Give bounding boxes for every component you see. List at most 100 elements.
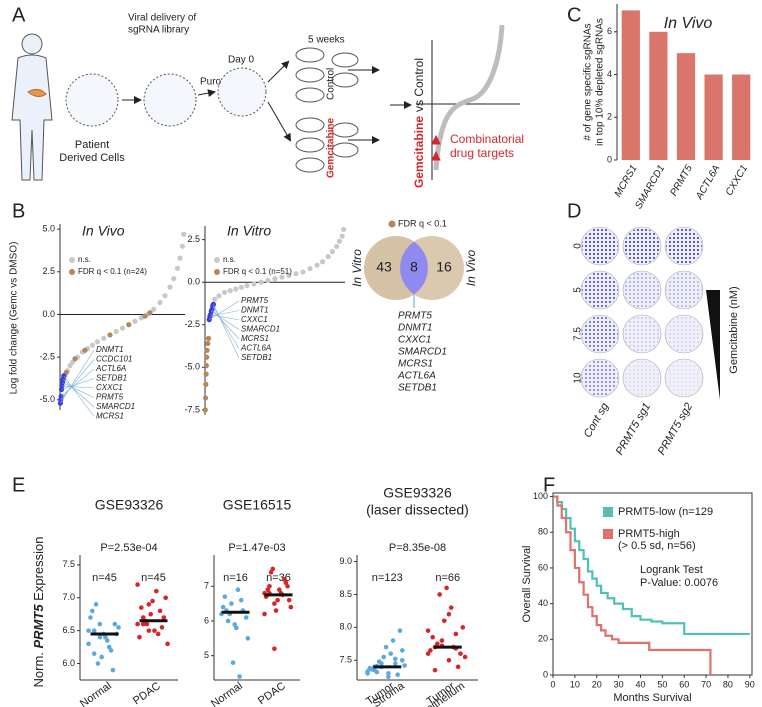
label: Patient xyxy=(75,139,109,151)
legend-swatch xyxy=(69,269,75,275)
point xyxy=(147,310,153,316)
point xyxy=(428,648,433,653)
point xyxy=(283,580,289,586)
label: Combinatorial xyxy=(450,132,524,146)
point xyxy=(99,654,104,660)
point xyxy=(367,666,373,672)
colonies xyxy=(624,360,660,396)
y-tick-label: 100 xyxy=(533,491,548,501)
point xyxy=(105,638,110,643)
y-tick-label: 7.5 xyxy=(62,559,75,569)
point xyxy=(155,631,161,637)
y-tick-label: -7.5 xyxy=(184,404,200,414)
point xyxy=(94,339,101,345)
title: In Vivo xyxy=(82,223,125,239)
x-tick-label: 40 xyxy=(635,679,645,689)
axis-label: # of gene specific sgRNAs xyxy=(583,23,594,140)
point xyxy=(425,651,431,656)
leader-line xyxy=(60,359,95,400)
colonies xyxy=(582,228,618,264)
point xyxy=(325,254,331,260)
point xyxy=(320,259,326,265)
annotation: n=16 xyxy=(223,572,248,584)
point xyxy=(86,628,91,633)
point xyxy=(204,354,210,360)
leader-line xyxy=(213,304,240,359)
y-tick-label: -2.5 xyxy=(39,351,55,361)
gene-label: SETDB1 xyxy=(398,383,437,394)
gene-label: MCRS1 xyxy=(241,334,269,343)
point xyxy=(314,262,320,268)
legend-swatch xyxy=(214,269,220,275)
y-tick-label: 60 xyxy=(538,562,548,572)
point xyxy=(167,284,173,290)
gene-label: PRMT5 xyxy=(96,393,124,402)
point xyxy=(227,288,233,294)
y-tick-label: 2 xyxy=(607,112,612,122)
legend-label: n.s. xyxy=(78,255,91,264)
x-tick-label: PDAC xyxy=(131,680,163,707)
point xyxy=(444,585,449,591)
label: Gemcitabine xyxy=(412,116,426,188)
colonies xyxy=(666,272,702,308)
point xyxy=(205,335,212,341)
annotation: In Vivo xyxy=(664,15,713,32)
x-tick-label: 80 xyxy=(723,679,733,689)
point xyxy=(265,587,271,593)
x-tick-label: PDAC xyxy=(256,680,288,707)
point xyxy=(300,269,306,275)
x-tick-label: 90 xyxy=(745,679,755,689)
point xyxy=(390,638,396,643)
point xyxy=(238,284,244,290)
dose-label: 5 xyxy=(573,287,584,293)
point xyxy=(205,340,211,347)
sample-label: PRMT5 sg2 xyxy=(656,401,695,457)
point xyxy=(238,597,244,603)
point xyxy=(97,621,103,627)
axis-label-part: Norm. xyxy=(31,648,46,687)
y-tick-label: 7.5 xyxy=(339,655,352,665)
axis-label: Months Survival xyxy=(613,692,691,704)
gene-label: MCRS1 xyxy=(96,412,124,421)
point xyxy=(157,299,163,306)
title: (laser dissected) xyxy=(366,502,469,518)
point xyxy=(273,608,279,613)
point xyxy=(146,602,152,607)
leader-line xyxy=(210,314,240,321)
point xyxy=(262,611,267,617)
point xyxy=(277,587,282,593)
x-tick-label: CXXC1 xyxy=(724,163,750,197)
title: In Vitro xyxy=(227,223,271,239)
colonies xyxy=(624,228,660,264)
bar xyxy=(704,74,723,160)
dose-wedge xyxy=(706,290,720,400)
bar xyxy=(649,31,668,160)
point xyxy=(399,657,405,663)
x-tick-label: 70 xyxy=(701,679,711,689)
point xyxy=(245,636,251,641)
annotation: P-Value: 0.0076 xyxy=(640,577,718,589)
axis-label: in top 10% depleted sgRNAs xyxy=(595,18,606,146)
point xyxy=(177,255,183,261)
label: drug targets xyxy=(450,146,514,160)
colonies xyxy=(666,360,702,396)
point xyxy=(146,628,152,633)
point xyxy=(251,281,257,287)
axis-label: Gemcitabine (nM) xyxy=(728,286,740,373)
bar xyxy=(621,10,640,160)
point xyxy=(165,641,170,647)
point xyxy=(222,289,228,296)
axis-label-part: Expression xyxy=(31,537,46,605)
point xyxy=(220,604,226,610)
y-tick-label: 0 xyxy=(543,669,548,679)
point xyxy=(91,651,97,656)
point xyxy=(446,611,452,617)
point xyxy=(202,407,208,413)
point xyxy=(265,277,271,284)
leader-line xyxy=(211,309,240,340)
y-tick-label: -5.0 xyxy=(184,362,200,372)
legend-swatch xyxy=(214,257,220,263)
point xyxy=(448,605,454,610)
point xyxy=(116,625,121,630)
point xyxy=(90,608,95,614)
